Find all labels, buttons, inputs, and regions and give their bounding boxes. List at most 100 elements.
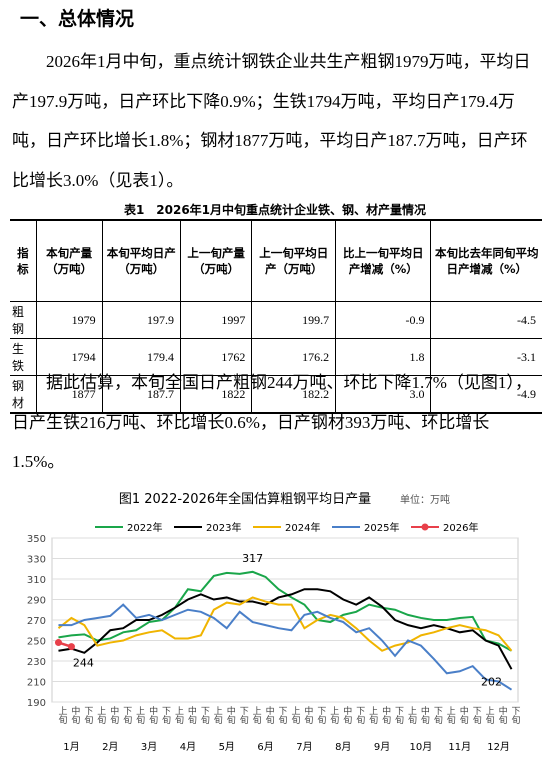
- table-cell: 1794: [35, 338, 103, 376]
- table-cell: 3.0: [335, 375, 431, 414]
- x-tick-label: 中旬: [186, 705, 197, 725]
- x-tick-label: 上旬: [406, 706, 417, 725]
- month-label: 8月: [335, 741, 351, 753]
- x-tick-label: 上旬: [251, 706, 262, 725]
- legend-marker: [421, 523, 429, 531]
- x-tick-label: 上旬: [328, 706, 339, 725]
- x-tick-label: 中旬: [458, 705, 469, 725]
- x-tick-label: 上旬: [212, 706, 223, 725]
- point: [67, 643, 75, 651]
- table-header-cell: 本旬产量（万吨）: [35, 220, 103, 302]
- table-cell: 1877: [35, 375, 103, 414]
- annotation: 317: [242, 552, 263, 565]
- table-cell: 1762: [179, 338, 252, 376]
- heading: 一、总体情况: [20, 8, 135, 30]
- table-header-cell: 比上一旬平均日产增减（%）: [335, 220, 431, 302]
- table-cell: 1997: [179, 301, 252, 339]
- x-tick-label: 下旬: [393, 706, 404, 725]
- x-tick-label: 下旬: [277, 706, 288, 725]
- x-tick-label: 上旬: [56, 706, 67, 725]
- y-tick-label: 290: [27, 596, 46, 607]
- paragraph: 据此估算，本旬全国日产粗钢244万吨、环比下降1.7%（见图1），日产生铁216…: [12, 373, 532, 471]
- x-tick-label: 上旬: [484, 706, 495, 725]
- month-label: 12月: [487, 741, 510, 753]
- annotation: 202: [481, 676, 502, 689]
- table-cell: 197.9: [101, 301, 181, 339]
- y-tick-label: 350: [27, 534, 46, 545]
- x-tick-label: 下旬: [82, 706, 93, 725]
- month-label: 1月: [63, 741, 79, 753]
- y-tick-label: 230: [27, 657, 46, 668]
- x-tick-label: 中旬: [380, 705, 391, 725]
- month-label: 2月: [102, 741, 118, 753]
- y-tick-label: 190: [27, 698, 46, 709]
- table-cell: -4.9: [430, 375, 542, 414]
- month-label: 11月: [448, 741, 471, 753]
- x-tick-label: 下旬: [121, 706, 132, 725]
- legend-label: 2026年: [443, 521, 478, 534]
- legend-label: 2022年: [127, 521, 162, 534]
- table-caption: 表1 2026年1月中旬重点统计企业铁、钢、材产量情况: [123, 203, 427, 217]
- x-tick-label: 下旬: [432, 706, 443, 725]
- table-cell: 钢材: [10, 375, 37, 414]
- annotation: 244: [73, 657, 94, 670]
- series-line: [58, 588, 513, 670]
- month-label: 9月: [374, 741, 390, 753]
- x-tick-label: 上旬: [445, 706, 456, 725]
- table-cell: 粗钢: [10, 301, 37, 339]
- x-tick-label: 中旬: [147, 705, 158, 725]
- table-cell: 199.7: [251, 301, 336, 339]
- y-tick-label: 210: [27, 678, 46, 689]
- series-line: [58, 570, 513, 652]
- x-tick-label: 中旬: [69, 705, 80, 725]
- x-tick-label: 上旬: [95, 706, 106, 725]
- month-label: 7月: [296, 741, 312, 753]
- legend-label: 2023年: [206, 521, 241, 534]
- month-label: 5月: [219, 741, 235, 753]
- table-cell: -4.5: [430, 301, 542, 339]
- table-header-cell: 本旬平均日产（万吨）: [101, 220, 181, 302]
- table-row: 钢材 1877 187.7 1822 182.2 3.0 -4.9: [10, 375, 542, 414]
- x-tick-label: 下旬: [238, 706, 249, 725]
- series-line: [58, 603, 513, 691]
- point: [54, 639, 62, 647]
- table-cell: 生铁: [10, 338, 37, 376]
- month-label: 10月: [410, 741, 433, 753]
- table-header-cell: 上一旬平均日产（万吨）: [251, 220, 336, 302]
- y-tick-label: 310: [27, 575, 46, 586]
- x-tick-label: 上旬: [173, 706, 184, 725]
- table-cell: 1.8: [335, 338, 431, 376]
- chart-title: 图1 2022-2026年全国估算粗钢平均日产量: [119, 491, 371, 507]
- unit-label: 单位：万吨: [400, 493, 450, 506]
- x-tick-label: 下旬: [160, 706, 171, 725]
- table-cell: 1979: [35, 301, 103, 339]
- paragraph: 2026年1月中旬，重点统计钢铁企业共生产粗钢1979万吨，平均日产197.9万…: [12, 52, 531, 190]
- x-tick-label: 上旬: [289, 706, 300, 725]
- x-tick-label: 中旬: [302, 705, 313, 725]
- table-cell: 179.4: [101, 338, 181, 376]
- x-tick-label: 中旬: [264, 705, 275, 725]
- series-line: [57, 596, 513, 652]
- x-tick-label: 中旬: [497, 705, 508, 725]
- y-tick-label: 270: [27, 616, 46, 627]
- x-tick-label: 下旬: [199, 706, 210, 725]
- table-row: 粗钢 1979 197.9 1997 199.7 -0.9 -4.5: [10, 301, 542, 339]
- legend-label: 2024年: [285, 521, 320, 534]
- x-tick-label: 中旬: [225, 705, 236, 725]
- month-label: 6月: [257, 741, 273, 753]
- x-tick-label: 中旬: [419, 705, 430, 725]
- x-tick-label: 中旬: [108, 705, 119, 725]
- x-tick-label: 下旬: [510, 706, 521, 725]
- table: 指标 本旬产量（万吨） 本旬平均日产（万吨） 上一旬产量（万吨） 上一旬平均日产（万吨）…: [10, 219, 542, 414]
- x-tick-label: 上旬: [134, 706, 145, 725]
- table-cell: 176.2: [251, 338, 336, 376]
- table-cell: 182.2: [251, 375, 336, 414]
- x-tick-label: 下旬: [354, 706, 365, 725]
- table-cell: -3.1: [430, 338, 542, 376]
- table-cell: 1822: [179, 375, 252, 414]
- y-tick-label: 250: [27, 637, 46, 648]
- x-tick-label: 上旬: [367, 706, 378, 725]
- x-tick-label: 中旬: [341, 705, 352, 725]
